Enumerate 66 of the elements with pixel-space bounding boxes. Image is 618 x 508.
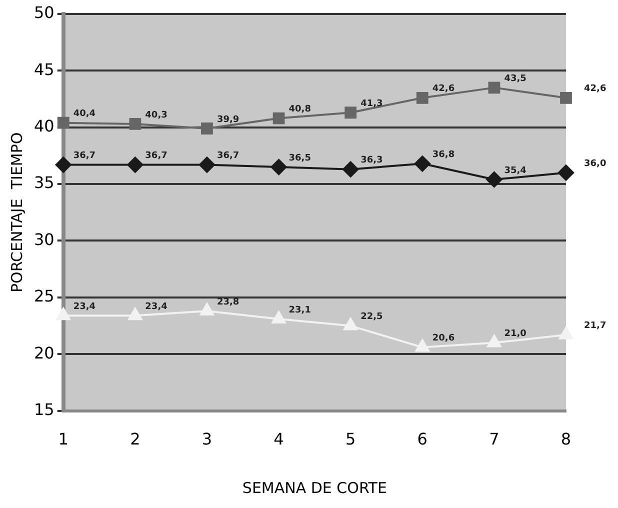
y-tick-label: 40 <box>34 116 54 136</box>
y-axis-title: PORCENTAJE TIEMPO <box>8 132 26 293</box>
point <box>129 118 142 130</box>
point <box>127 156 144 173</box>
x-axis-title: SEMANA DE CORTE <box>242 478 387 497</box>
data-label: 40,4 <box>73 109 96 120</box>
y-tick-label: 20 <box>34 343 54 362</box>
data-label: 42,6 <box>432 84 455 94</box>
data-label: 23,4 <box>73 302 96 312</box>
point <box>55 156 72 173</box>
x-tick-label: 7 <box>489 430 500 449</box>
point <box>272 310 286 324</box>
point <box>201 122 213 134</box>
data-label: 23,4 <box>145 302 168 312</box>
data-label: 43,5 <box>504 74 526 84</box>
x-tick-label: 1 <box>58 430 68 449</box>
y-tick-label: 15 <box>34 400 54 419</box>
data-label: 40,8 <box>288 104 311 115</box>
point <box>270 159 287 176</box>
y-tick-label: 45 <box>34 60 54 79</box>
y-tick-label: 30 <box>34 230 54 249</box>
point <box>560 92 572 104</box>
point <box>558 164 574 181</box>
y-tick-label: 35 <box>34 173 54 192</box>
data-label: 36,5 <box>288 153 311 164</box>
data-label: 36,0 <box>584 159 606 170</box>
y-tick-label: 25 <box>34 286 54 306</box>
data-label: 21,0 <box>504 329 526 340</box>
data-label: 36,3 <box>360 156 383 166</box>
point <box>558 326 574 340</box>
point <box>488 82 500 94</box>
x-tick-label: 2 <box>130 430 140 449</box>
point <box>57 116 70 129</box>
point <box>56 308 70 320</box>
data-label: 40,3 <box>145 110 168 120</box>
point <box>272 112 285 124</box>
data-label: 41,3 <box>360 98 383 109</box>
y-tick-label: 50 <box>34 3 54 22</box>
x-tick-label: 6 <box>417 430 428 449</box>
x-tick-label: 4 <box>274 430 284 449</box>
data-label: 36,7 <box>145 151 168 162</box>
data-label: 21,7 <box>584 321 606 332</box>
data-label: 39,9 <box>216 114 240 125</box>
point <box>200 303 214 316</box>
point <box>128 308 142 320</box>
x-tick-label: 8 <box>560 430 572 449</box>
data-label: 23,8 <box>216 297 240 308</box>
data-label: 36,7 <box>216 151 240 162</box>
data-label: 22,5 <box>360 312 383 322</box>
data-label: 36,7 <box>73 151 96 162</box>
point <box>415 339 430 352</box>
point <box>344 318 358 330</box>
point <box>486 172 502 188</box>
point <box>342 161 359 178</box>
data-label: 42,6 <box>584 84 606 94</box>
point <box>198 156 215 173</box>
x-tick-label: 3 <box>202 430 212 449</box>
x-tick-label: 5 <box>345 430 356 449</box>
data-label: 23,1 <box>288 305 311 316</box>
data-label: 35,4 <box>504 166 526 176</box>
data-label: 20,6 <box>432 334 455 344</box>
point <box>414 156 430 172</box>
point <box>416 92 428 104</box>
point <box>487 334 502 348</box>
data-label: 36,8 <box>432 150 455 160</box>
point <box>344 106 357 119</box>
